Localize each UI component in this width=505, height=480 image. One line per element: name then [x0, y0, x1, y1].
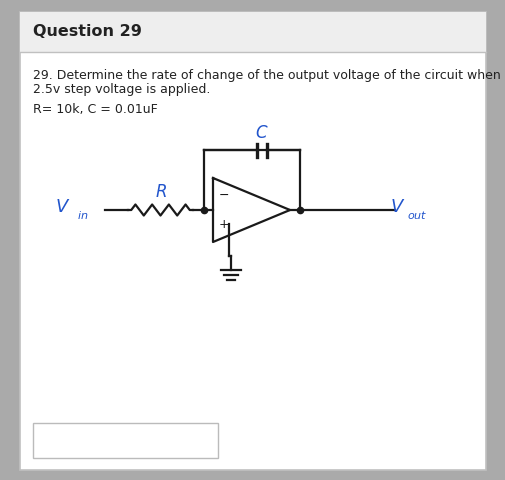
Text: 29. Determine the rate of change of the output voltage of the circuit when a: 29. Determine the rate of change of the … [33, 69, 505, 82]
Bar [20, 12, 485, 52]
Text: $\mathit{V}$: $\mathit{V}$ [55, 198, 70, 216]
Text: +: + [219, 217, 229, 230]
Text: $\mathit{in}$: $\mathit{in}$ [77, 209, 88, 221]
Text: 2.5v step voltage is applied.: 2.5v step voltage is applied. [33, 84, 210, 96]
Text: −: − [219, 190, 229, 203]
Text: $\mathit{out}$: $\mathit{out}$ [406, 209, 427, 221]
Text: $\mathit{V}$: $\mathit{V}$ [389, 198, 405, 216]
Text: Question 29: Question 29 [33, 24, 141, 39]
Text: $\mathit{R}$: $\mathit{R}$ [154, 183, 166, 201]
Bar [33, 423, 218, 458]
Text: R= 10k, C = 0.01uF: R= 10k, C = 0.01uF [33, 104, 158, 117]
Text: $\mathit{C}$: $\mathit{C}$ [255, 124, 268, 142]
